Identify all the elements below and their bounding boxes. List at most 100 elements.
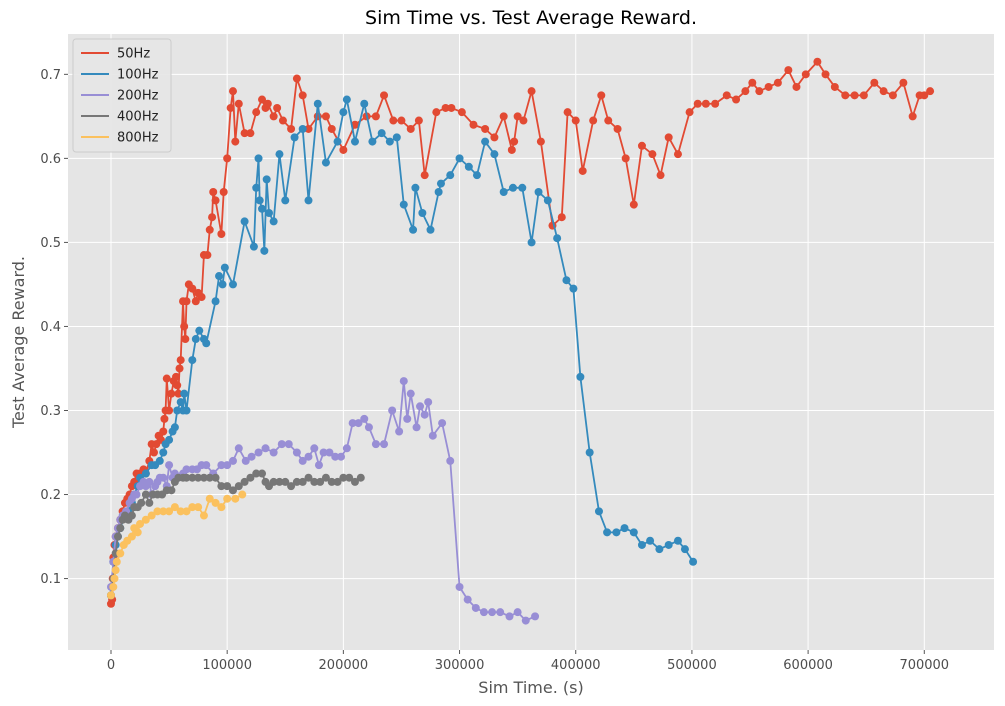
y-tick-label: 0.4 bbox=[40, 320, 61, 335]
data-point-100hz bbox=[360, 99, 369, 108]
data-point-200hz bbox=[388, 406, 397, 415]
x-axis-label: Sim Time. (s) bbox=[478, 678, 583, 697]
data-point-200hz bbox=[471, 603, 480, 612]
data-point-100hz bbox=[265, 209, 273, 217]
data-point-200hz bbox=[234, 444, 243, 453]
data-point-100hz bbox=[446, 171, 455, 180]
data-point-50hz bbox=[304, 124, 313, 133]
data-point-50hz bbox=[298, 91, 307, 100]
data-point-200hz bbox=[371, 440, 380, 449]
data-point-50hz bbox=[240, 129, 249, 138]
data-point-50hz bbox=[188, 284, 197, 293]
data-point-50hz bbox=[490, 133, 499, 142]
data-point-200hz bbox=[380, 440, 389, 449]
data-point-100hz bbox=[418, 209, 427, 217]
data-point-800hz bbox=[231, 494, 240, 503]
data-point-200hz bbox=[521, 616, 530, 625]
data-point-400hz bbox=[234, 482, 243, 491]
plot-area: 0 100000 200000 300000 400000 500000 600000 700… bbox=[40, 34, 994, 673]
data-point-400hz bbox=[246, 473, 255, 482]
data-point-800hz bbox=[211, 498, 220, 507]
data-point-800hz bbox=[116, 549, 125, 558]
data-point-50hz bbox=[685, 108, 694, 117]
data-point-100hz bbox=[191, 335, 200, 344]
data-point-50hz bbox=[821, 70, 830, 79]
data-point-50hz bbox=[321, 112, 330, 121]
data-point-200hz bbox=[298, 456, 307, 465]
data-point-100hz bbox=[411, 183, 420, 192]
data-point-50hz bbox=[180, 322, 189, 331]
data-point-100hz bbox=[165, 435, 174, 444]
data-point-50hz bbox=[228, 87, 237, 96]
data-point-100hz bbox=[218, 280, 227, 289]
data-point-400hz bbox=[211, 473, 220, 482]
data-point-50hz bbox=[792, 82, 801, 91]
data-point-200hz bbox=[319, 448, 328, 457]
data-point-100hz bbox=[342, 95, 351, 104]
data-point-100hz bbox=[664, 540, 673, 549]
data-point-800hz bbox=[133, 528, 142, 537]
data-point-200hz bbox=[342, 444, 351, 453]
chart-title: Sim Time vs. Test Average Reward. bbox=[365, 7, 697, 29]
data-point-200hz bbox=[354, 419, 363, 428]
x-tick-label: 700000 bbox=[899, 658, 949, 673]
data-point-200hz bbox=[416, 402, 425, 411]
data-point-100hz bbox=[436, 179, 445, 188]
data-point-100hz bbox=[141, 469, 150, 478]
data-point-50hz bbox=[604, 116, 613, 125]
data-point-50hz bbox=[457, 108, 466, 117]
data-point-100hz bbox=[195, 326, 204, 335]
data-point-100hz bbox=[673, 536, 682, 545]
data-point-50hz bbox=[217, 230, 226, 239]
data-point-100hz bbox=[603, 528, 612, 537]
data-point-200hz bbox=[304, 452, 313, 461]
data-point-200hz bbox=[331, 452, 340, 461]
data-point-50hz bbox=[149, 448, 158, 457]
data-point-200hz bbox=[446, 456, 455, 465]
data-point-100hz bbox=[518, 183, 527, 192]
y-tick-label: 0.2 bbox=[40, 488, 61, 503]
data-point-100hz bbox=[434, 187, 443, 196]
data-point-50hz bbox=[414, 116, 423, 125]
data-point-50hz bbox=[859, 91, 868, 100]
data-point-400hz bbox=[333, 477, 342, 486]
data-point-100hz bbox=[689, 557, 698, 566]
data-point-50hz bbox=[203, 251, 212, 260]
data-point-800hz bbox=[127, 532, 136, 541]
data-point-50hz bbox=[481, 124, 490, 133]
x-tick-label: 400000 bbox=[551, 658, 601, 673]
plot-background bbox=[68, 34, 994, 650]
data-point-200hz bbox=[455, 582, 464, 591]
data-point-800hz bbox=[136, 519, 145, 528]
data-point-200hz bbox=[420, 410, 429, 419]
data-point-100hz bbox=[159, 448, 168, 457]
data-point-200hz bbox=[247, 452, 256, 461]
data-point-200hz bbox=[182, 465, 191, 474]
data-point-100hz bbox=[170, 423, 179, 432]
data-point-800hz bbox=[194, 503, 203, 512]
data-point-50hz bbox=[748, 78, 757, 87]
data-point-50hz bbox=[589, 116, 598, 125]
data-point-100hz bbox=[553, 234, 562, 243]
data-point-400hz bbox=[141, 490, 150, 499]
data-point-100hz bbox=[333, 137, 342, 146]
data-point-50hz bbox=[741, 87, 750, 96]
data-point-100hz bbox=[339, 108, 348, 117]
data-point-100hz bbox=[254, 154, 263, 163]
data-point-50hz bbox=[173, 381, 182, 390]
data-point-50hz bbox=[197, 293, 206, 302]
data-point-100hz bbox=[646, 536, 655, 545]
data-point-50hz bbox=[406, 124, 415, 133]
data-point-100hz bbox=[426, 225, 435, 234]
data-point-50hz bbox=[167, 389, 176, 398]
data-point-400hz bbox=[269, 477, 278, 486]
data-point-400hz bbox=[304, 473, 313, 482]
data-point-50hz bbox=[926, 87, 935, 96]
data-point-200hz bbox=[360, 414, 369, 423]
data-point-200hz bbox=[132, 490, 141, 499]
data-point-100hz bbox=[202, 339, 211, 348]
data-point-100hz bbox=[637, 540, 646, 549]
data-point-800hz bbox=[110, 574, 119, 583]
data-point-200hz bbox=[217, 461, 226, 470]
data-point-100hz bbox=[258, 204, 267, 213]
